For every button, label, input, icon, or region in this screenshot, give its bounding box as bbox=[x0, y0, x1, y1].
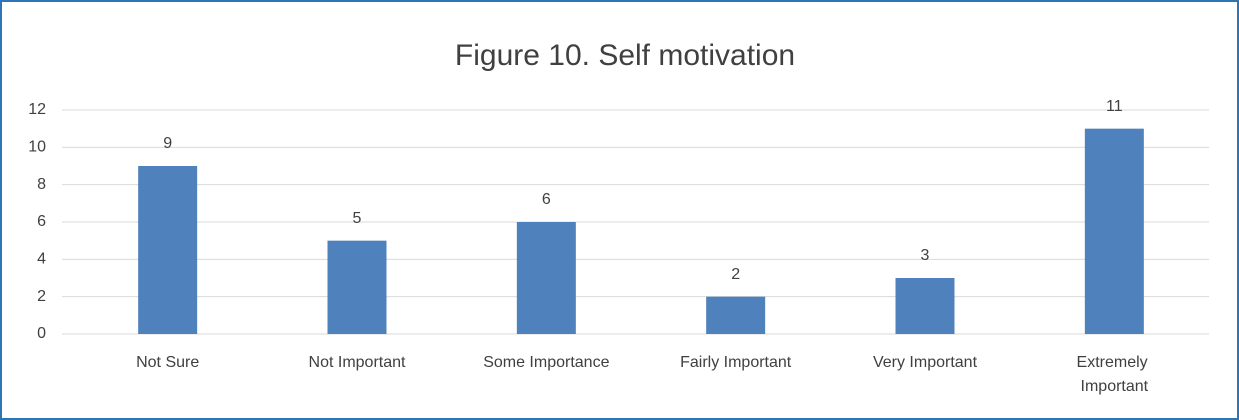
y-tick-label: 2 bbox=[37, 288, 46, 305]
x-tick-label: Not Sure bbox=[136, 354, 199, 371]
y-tick-label: 10 bbox=[28, 139, 46, 156]
x-tick-label: Some Importance bbox=[483, 354, 609, 371]
bar bbox=[706, 296, 766, 334]
bar bbox=[138, 166, 198, 334]
bar bbox=[327, 240, 387, 334]
x-tick-label: Extremely Important bbox=[1077, 354, 1153, 395]
data-label: 11 bbox=[1106, 98, 1123, 115]
x-tick-label: Fairly Important bbox=[680, 354, 792, 371]
x-tick-label: Not Important bbox=[309, 354, 406, 371]
y-tick-label: 12 bbox=[28, 101, 46, 118]
y-tick-label: 0 bbox=[37, 325, 46, 342]
bar bbox=[516, 222, 576, 334]
y-tick-label: 4 bbox=[37, 251, 46, 268]
data-label: 2 bbox=[731, 266, 740, 283]
y-tick-label: 8 bbox=[37, 176, 46, 193]
y-tick-label: 6 bbox=[37, 213, 46, 230]
chart-title: Figure 10. Self motivation bbox=[455, 39, 795, 72]
bar bbox=[1084, 128, 1144, 334]
data-label: 3 bbox=[921, 247, 930, 264]
data-label: 5 bbox=[353, 210, 362, 227]
data-label: 6 bbox=[542, 191, 551, 208]
x-tick-label: Very Important bbox=[873, 354, 978, 371]
bar bbox=[895, 278, 955, 334]
data-label: 9 bbox=[163, 135, 172, 152]
